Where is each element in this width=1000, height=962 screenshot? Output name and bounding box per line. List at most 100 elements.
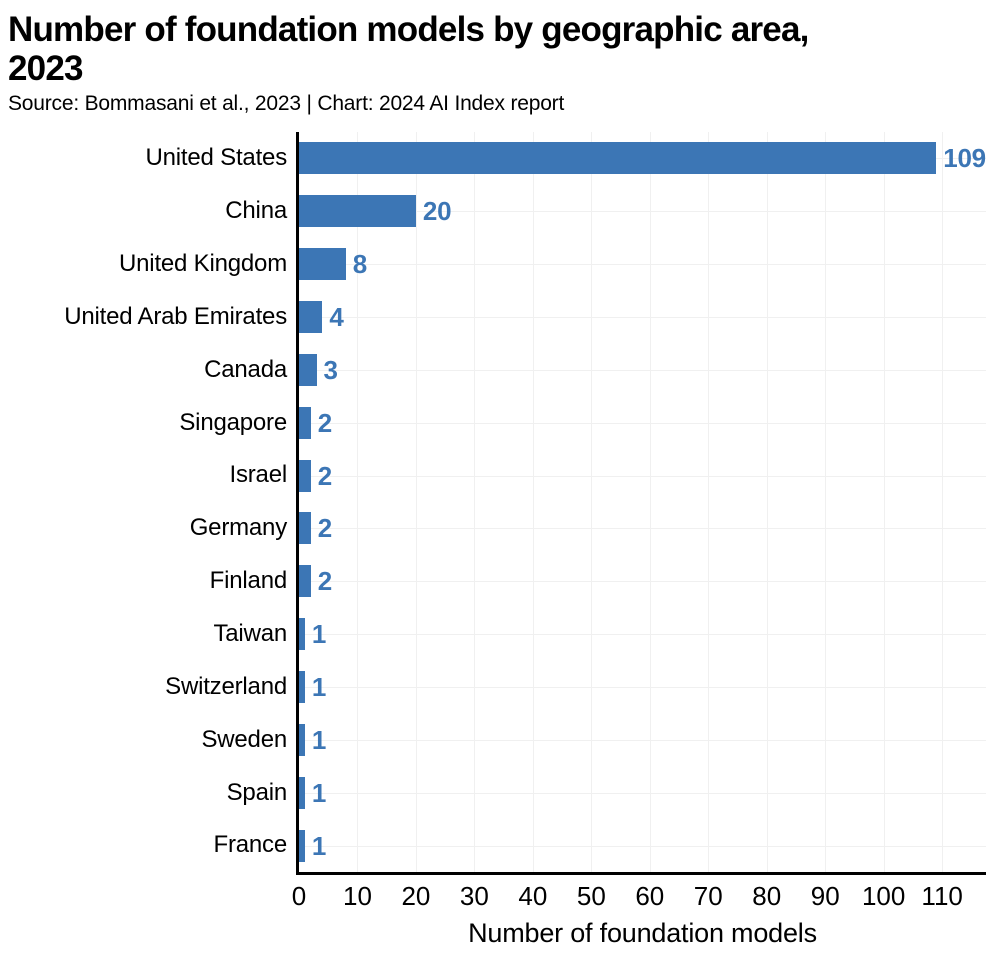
bar-row: 4 — [299, 291, 986, 344]
value-label: 2 — [317, 460, 332, 491]
value-label: 20 — [422, 196, 452, 227]
value-label: 1 — [311, 619, 327, 650]
title-line-1: Number of foundation models by geographi… — [8, 10, 809, 49]
bar-row: 20 — [299, 185, 986, 238]
bar-row: 1 — [299, 819, 986, 872]
value-label: 1 — [311, 777, 327, 808]
h-gridline — [299, 475, 986, 477]
bar — [299, 406, 311, 439]
h-gridline — [299, 739, 986, 741]
bar-row: 1 — [299, 713, 986, 766]
bar — [299, 723, 305, 756]
value-label: 4 — [329, 301, 344, 332]
bar — [299, 776, 305, 809]
bar-row: 1 — [299, 608, 986, 661]
value-label: 1 — [311, 671, 327, 702]
bar — [299, 565, 311, 598]
v-gridline — [591, 132, 593, 872]
chart-source: Source: Bommasani et al., 2023 | Chart: … — [8, 92, 565, 115]
bar-row: 1 — [299, 766, 986, 819]
value-label: 1 — [311, 724, 327, 755]
value-label: 2 — [317, 566, 332, 597]
v-gridline — [474, 132, 476, 872]
x-tick-label: 80 — [752, 881, 782, 911]
x-axis-title: Number of foundation models — [468, 918, 817, 948]
category-label: United Arab Emirates — [64, 302, 287, 330]
x-tick-label: 100 — [861, 881, 906, 911]
category-label: Finland — [209, 567, 288, 595]
h-gridline — [299, 317, 986, 318]
h-gridline — [299, 369, 986, 371]
h-gridline — [299, 264, 986, 266]
x-tick-label: 40 — [518, 881, 548, 911]
v-gridline — [942, 132, 944, 872]
value-label: 3 — [323, 354, 338, 385]
v-gridline — [708, 132, 710, 872]
v-gridline — [825, 132, 827, 872]
bar — [299, 512, 311, 545]
v-gridline — [766, 132, 768, 872]
value-label: 2 — [317, 513, 332, 544]
bar-row: 109 — [299, 132, 986, 185]
y-axis-line — [296, 132, 299, 875]
bar — [299, 670, 305, 703]
bar-row: 8 — [299, 238, 986, 291]
category-label: Spain — [226, 778, 288, 806]
h-gridline — [299, 211, 986, 213]
category-label: Germany — [189, 514, 287, 542]
value-label: 2 — [317, 407, 332, 438]
v-gridline — [415, 132, 417, 872]
x-tick-label: 90 — [810, 881, 840, 911]
h-gridline — [299, 792, 986, 794]
h-gridline — [299, 687, 986, 688]
category-label: Singapore — [179, 408, 287, 436]
bar-row: 2 — [299, 396, 986, 449]
bar — [299, 459, 311, 492]
v-gridline — [649, 132, 651, 872]
bar — [299, 300, 323, 333]
bar-row: 1 — [299, 661, 986, 714]
category-label: Israel — [229, 461, 288, 489]
x-tick-label: 10 — [342, 881, 372, 911]
x-tick-label: 110 — [921, 881, 963, 911]
chart-title: Number of foundation models by geographi… — [8, 10, 809, 88]
value-label: 109 — [943, 143, 986, 174]
h-gridline — [299, 634, 986, 636]
bar-row: 3 — [299, 343, 986, 396]
bar — [299, 248, 346, 281]
x-tick-label: 70 — [693, 881, 723, 911]
bar — [299, 618, 305, 651]
bar — [299, 829, 305, 862]
category-label: Taiwan — [213, 620, 287, 648]
bar-row: 2 — [299, 502, 986, 555]
x-tick-label: 0 — [291, 881, 307, 911]
category-label: Switzerland — [165, 672, 287, 700]
category-label: United States — [145, 144, 288, 172]
bar — [299, 195, 416, 228]
x-tick-label: 60 — [635, 881, 665, 911]
category-labels: United States China United Kingdom United A… — [0, 132, 287, 872]
v-gridline — [357, 132, 359, 872]
bar — [299, 142, 937, 175]
h-gridline — [299, 422, 986, 424]
x-tick-label: 50 — [576, 881, 606, 911]
title-line-2: 2023 — [8, 49, 83, 88]
bar — [299, 353, 317, 386]
bar-row: 2 — [299, 555, 986, 608]
x-ticks: 0 10 20 30 40 50 60 70 80 90 100 110 — [292, 881, 986, 911]
h-gridline — [299, 845, 986, 847]
x-tick-label: 20 — [401, 881, 431, 911]
plot-area: 109 20 8 4 3 2 2 2 2 1 1 1 1 1 — [299, 132, 986, 872]
h-gridline — [299, 581, 986, 583]
x-axis-line — [296, 872, 986, 875]
value-label: 8 — [352, 249, 367, 280]
category-label: China — [225, 197, 287, 225]
bar-row: 2 — [299, 449, 986, 502]
category-label: United Kingdom — [119, 250, 287, 278]
value-label: 1 — [311, 830, 327, 861]
v-gridline — [532, 132, 534, 872]
category-label: Sweden — [201, 725, 287, 753]
category-label: Canada — [204, 355, 287, 383]
x-tick-label: 30 — [459, 881, 489, 911]
